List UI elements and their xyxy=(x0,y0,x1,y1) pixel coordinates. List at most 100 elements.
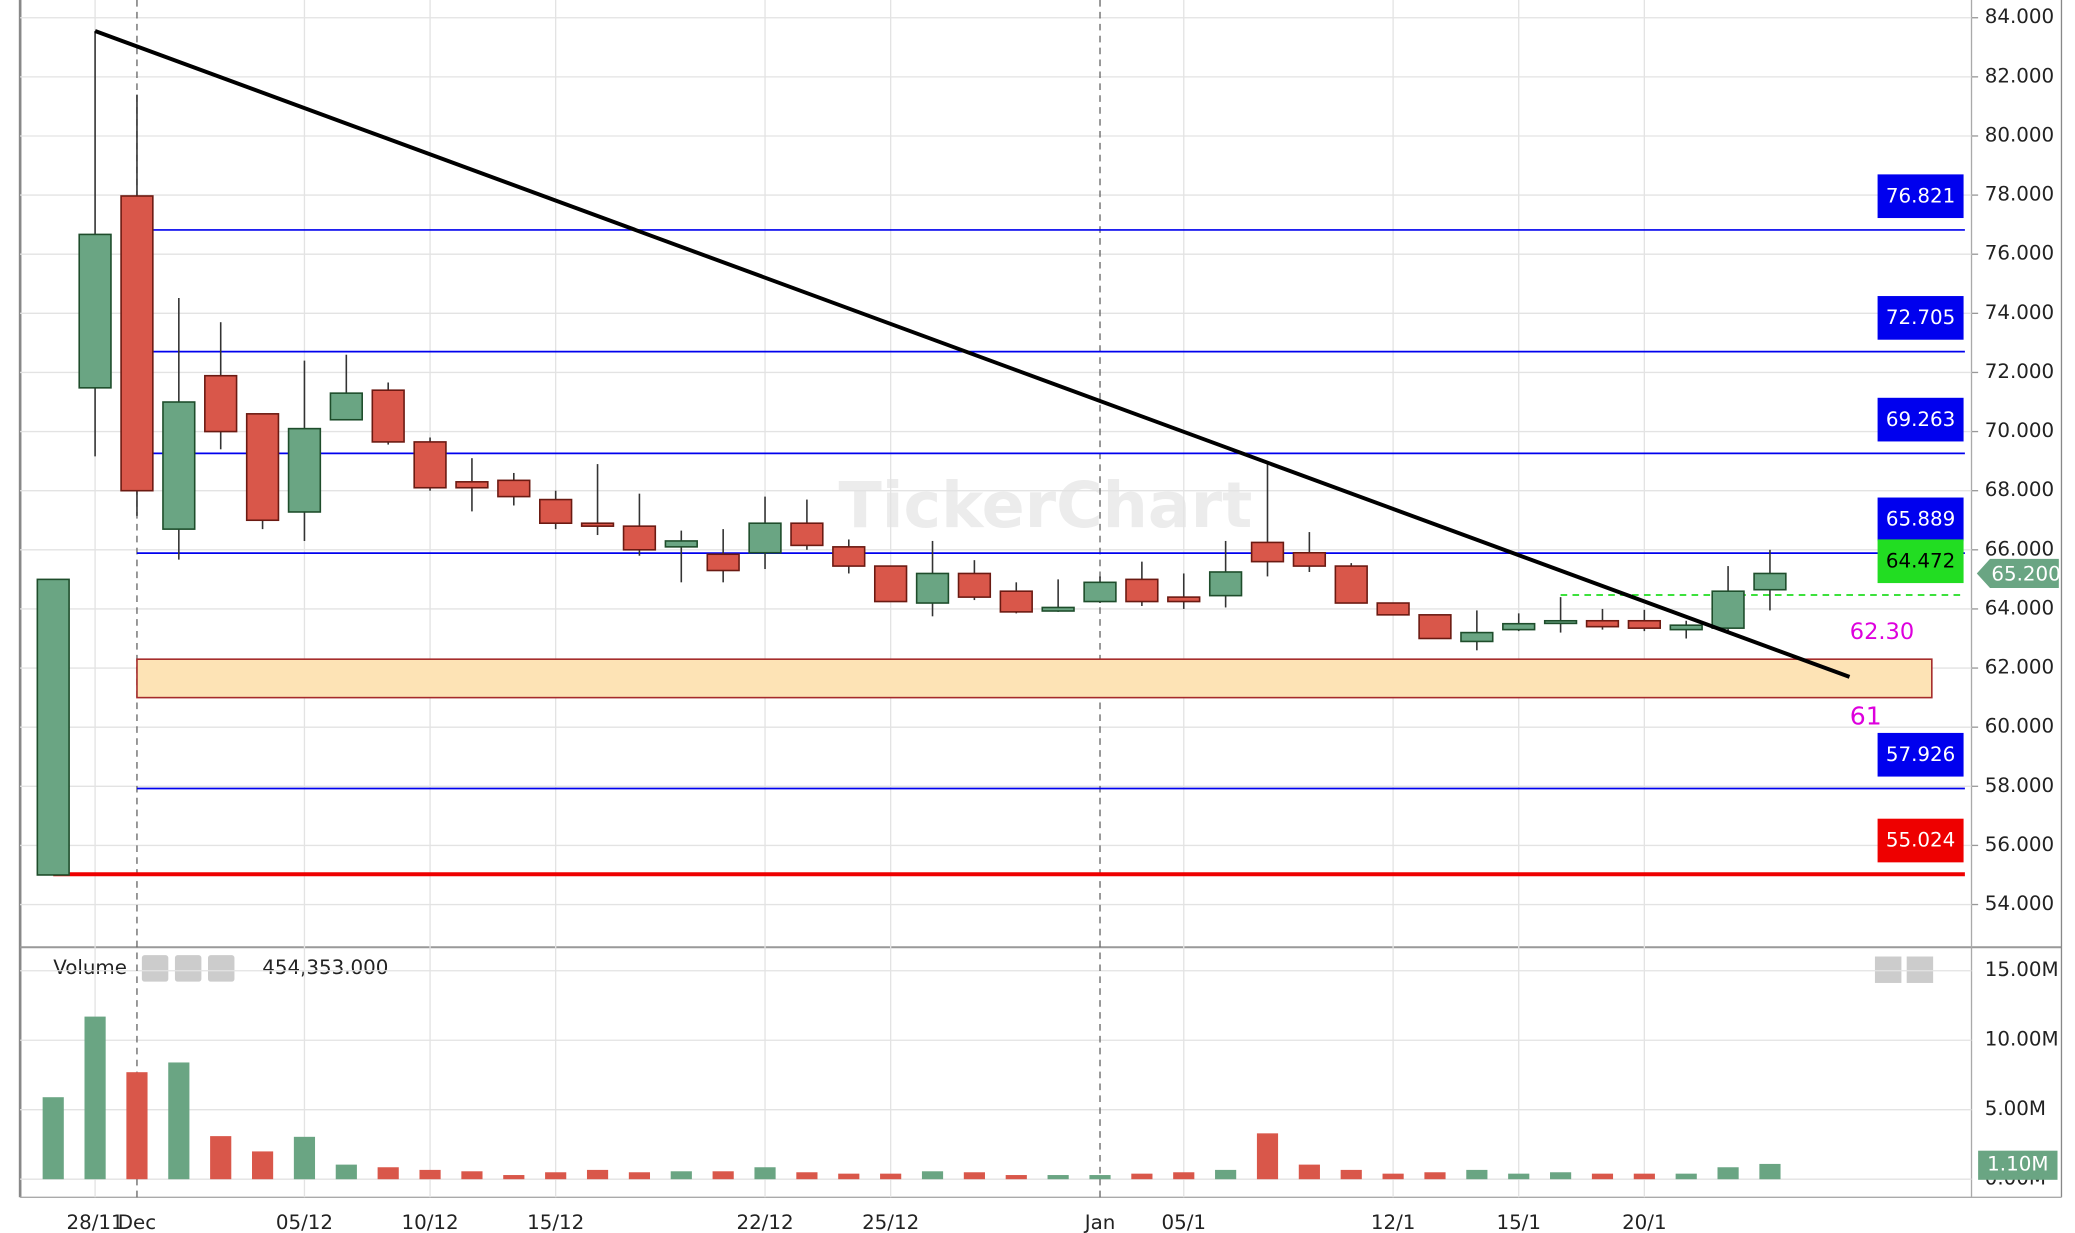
volume-bar xyxy=(796,1172,818,1180)
volume-bar xyxy=(503,1175,525,1180)
candle-body xyxy=(1125,578,1159,603)
volume-bar xyxy=(251,1151,274,1180)
volume-bar xyxy=(419,1169,441,1180)
volume-bar xyxy=(586,1169,609,1180)
level-tag xyxy=(1877,818,1964,863)
candle-body xyxy=(1418,614,1452,640)
level-tag xyxy=(1877,397,1964,442)
candle-body xyxy=(1167,596,1201,603)
level-label: 72.705 xyxy=(1886,306,1955,329)
panel-menu[interactable] xyxy=(1906,956,1934,983)
y-tick-label: 74.000 xyxy=(1985,301,2054,324)
volume-bar xyxy=(1675,1173,1697,1180)
y-tick-label: 64.000 xyxy=(1985,596,2054,619)
y-tick-label: 80.000 xyxy=(1985,123,2054,146)
volume-bar xyxy=(1382,1173,1404,1180)
volume-bar xyxy=(545,1172,567,1180)
volume-bar xyxy=(1173,1172,1195,1180)
candle-body xyxy=(873,565,908,603)
volume-bar xyxy=(168,1062,190,1180)
candle-body xyxy=(78,233,112,389)
y-tick-label: 66.000 xyxy=(1985,537,2054,560)
volume-bar xyxy=(670,1171,692,1180)
y-tick-label: 72.000 xyxy=(1985,360,2054,383)
volume-bar xyxy=(1215,1169,1237,1180)
volume-close-icon[interactable] xyxy=(208,955,235,982)
candle-body xyxy=(1502,622,1536,631)
y-tick-label: 58.000 xyxy=(1985,774,2054,797)
volume-bar xyxy=(1591,1173,1614,1180)
volume-settings-icon[interactable] xyxy=(174,955,202,982)
candle-body xyxy=(162,401,196,530)
y-tick-label: 84.000 xyxy=(1985,5,2054,28)
volume-bar xyxy=(126,1072,148,1180)
level-tag xyxy=(1877,497,1964,542)
x-tick-label: Jan xyxy=(1083,1211,1116,1233)
candle-body xyxy=(1334,565,1368,604)
support-zone xyxy=(136,658,1933,699)
panel-maximize[interactable] xyxy=(1874,956,1902,983)
volume-bar xyxy=(1508,1173,1530,1180)
candle-body xyxy=(1083,581,1117,603)
candle-body xyxy=(1543,619,1578,625)
candle-body xyxy=(832,546,866,567)
candle-body xyxy=(790,522,824,547)
x-tick-label: 22/12 xyxy=(736,1211,793,1233)
volume-bar xyxy=(335,1164,357,1180)
volume-bar xyxy=(1298,1164,1320,1180)
level-label: 64.472 xyxy=(1886,549,1955,572)
volume-bar xyxy=(712,1171,734,1180)
y-tick-label: 56.000 xyxy=(1985,833,2054,856)
volume-bar xyxy=(461,1171,483,1180)
x-tick-label: 15/1 xyxy=(1496,1211,1541,1233)
candle-body xyxy=(1041,606,1075,612)
volume-bar xyxy=(293,1136,316,1180)
level-tag xyxy=(1877,539,1964,584)
trendline xyxy=(94,29,1851,679)
volume-icon[interactable] xyxy=(141,955,169,982)
candle-body xyxy=(455,481,489,489)
volume-bar xyxy=(754,1167,776,1180)
volume-bar xyxy=(880,1173,902,1180)
y2-tick-label: 15.00M xyxy=(1985,958,2059,981)
candle-body xyxy=(497,479,531,498)
candle-body xyxy=(539,498,573,525)
candle-body xyxy=(1250,541,1285,563)
level-label: 69.263 xyxy=(1886,408,1955,431)
watermark: TickerChart xyxy=(838,468,1252,542)
candle-body xyxy=(204,374,238,433)
volume-bar xyxy=(210,1136,232,1180)
candle-body xyxy=(1208,571,1243,597)
candle-body xyxy=(622,525,657,551)
candle-body xyxy=(1711,590,1745,629)
y-tick-label: 76.000 xyxy=(1985,242,2054,265)
level-tag xyxy=(1877,732,1964,777)
y-tick-label: 82.000 xyxy=(1985,64,2054,87)
volume-bar xyxy=(42,1097,64,1180)
x-tick-label: 25/12 xyxy=(862,1211,919,1233)
candle-body xyxy=(36,578,70,876)
candle-body xyxy=(287,427,322,513)
y-tick-label: 62.000 xyxy=(1985,656,2054,679)
volume-bar xyxy=(1005,1175,1027,1180)
candle-body xyxy=(1292,551,1327,567)
x-tick-label: 05/12 xyxy=(276,1211,333,1233)
x-tick-label: 20/1 xyxy=(1622,1211,1667,1233)
volume-bar xyxy=(963,1172,985,1180)
candle-body xyxy=(329,392,363,421)
y-tick-label: 70.000 xyxy=(1985,419,2054,442)
price-tag-label: 65.200 xyxy=(1991,562,2060,585)
candle-body xyxy=(957,572,992,598)
volume-bar xyxy=(1089,1175,1111,1180)
x-tick-label: 10/12 xyxy=(401,1211,458,1233)
candle-body xyxy=(664,540,698,548)
volume-bar xyxy=(1424,1172,1446,1180)
level-label: 76.821 xyxy=(1886,184,1955,207)
candle-body xyxy=(1376,602,1410,616)
candle-body xyxy=(120,195,154,492)
candle-body xyxy=(1753,572,1787,591)
y-tick-label: 78.000 xyxy=(1985,183,2054,206)
y2-tick-label: 10.00M xyxy=(1985,1028,2059,1051)
volume-readout: 454,353.000 xyxy=(262,956,388,979)
